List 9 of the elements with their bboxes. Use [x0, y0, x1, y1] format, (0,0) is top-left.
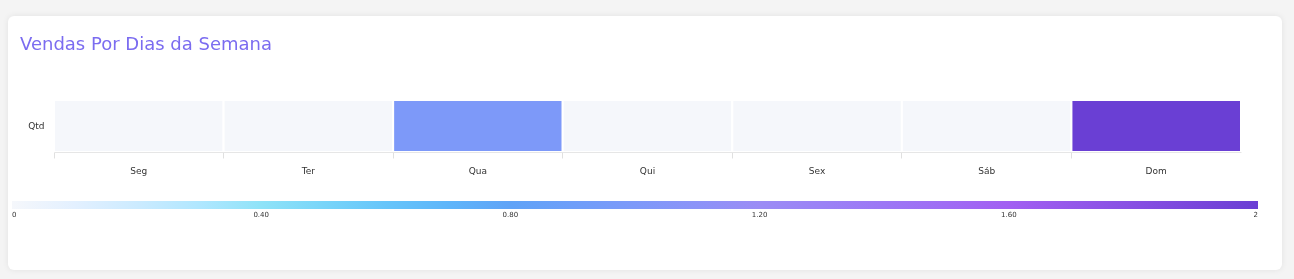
- x-tick-label: Qua: [468, 165, 488, 176]
- x-tick-label: Dom: [1145, 165, 1167, 176]
- x-tick-label: Ter: [300, 165, 316, 176]
- x-tick-label: Sex: [808, 165, 826, 176]
- x-tick-label: Qui: [639, 165, 656, 176]
- x-tick-label: Seg: [130, 165, 148, 176]
- x-tick-label: Sáb: [978, 165, 996, 176]
- y-tick-label: Qtd: [28, 121, 45, 131]
- chart-title: Vendas Por Dias da Semana: [20, 33, 272, 54]
